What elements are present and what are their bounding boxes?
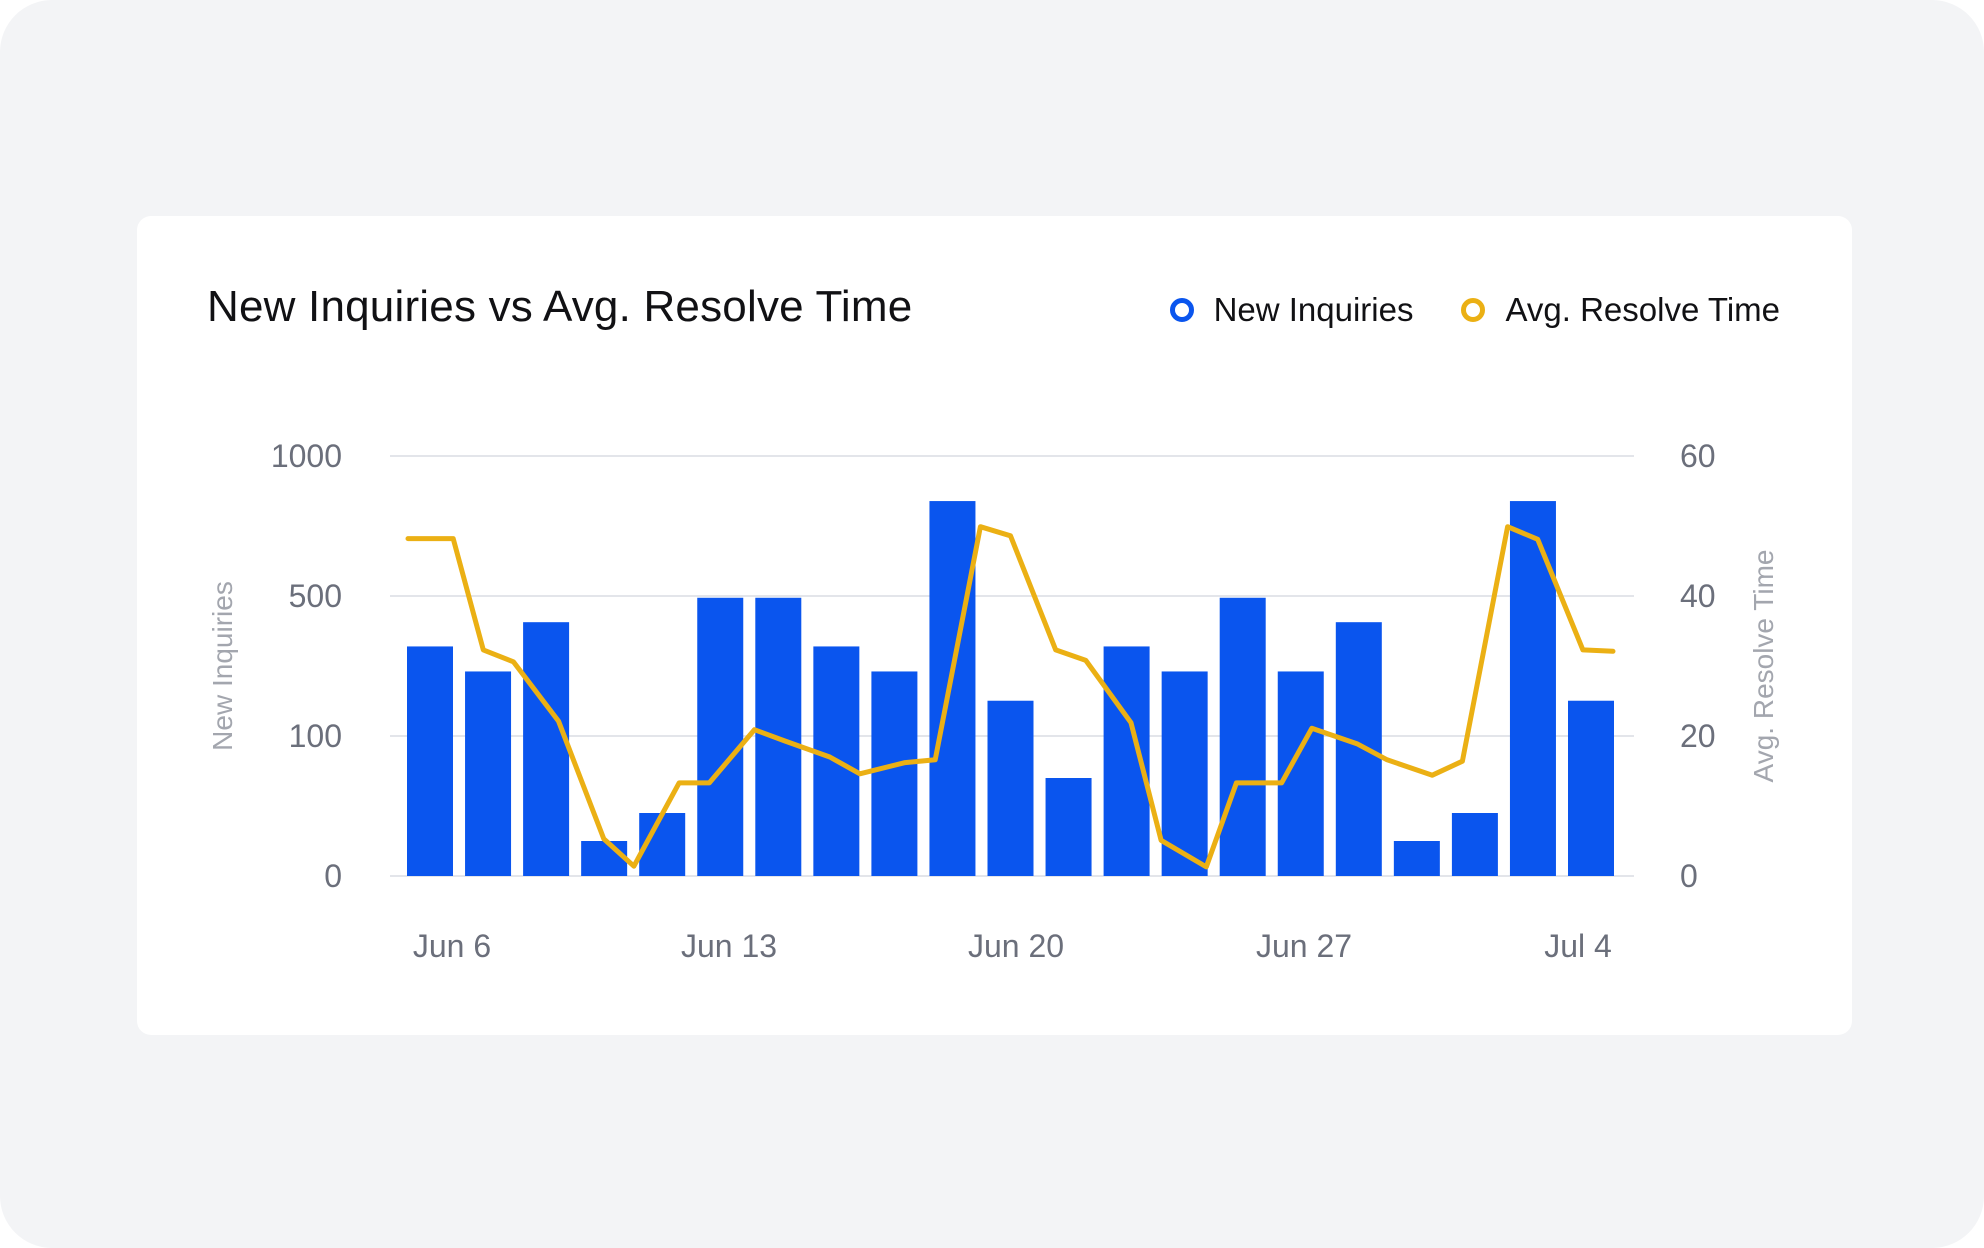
bar bbox=[929, 501, 976, 876]
bar bbox=[1219, 597, 1266, 876]
y-axis-right-ticks: 0 20 40 60 bbox=[1680, 438, 1716, 894]
x-tick-label: Jun 20 bbox=[968, 928, 1064, 964]
y-left-tick-label: 0 bbox=[324, 858, 342, 894]
y-axis-left-title: New Inquiries bbox=[207, 581, 238, 751]
legend-marker-avg-resolve-time-icon bbox=[1461, 298, 1486, 322]
bar bbox=[465, 671, 512, 876]
bar bbox=[697, 597, 744, 876]
x-tick-label: Jun 27 bbox=[1256, 928, 1352, 964]
bar bbox=[523, 622, 570, 876]
legend-marker-new-inquiries-icon bbox=[1169, 298, 1194, 322]
line-series-avg-resolve-time bbox=[405, 524, 1616, 870]
bar bbox=[1335, 622, 1382, 876]
legend-label-new-inquiries: New Inquiries bbox=[1213, 291, 1414, 328]
chart-card: New Inquiries vs Avg. Resolve Time New I… bbox=[137, 216, 1852, 1035]
bar bbox=[1451, 813, 1498, 876]
chart-title: New Inquiries vs Avg. Resolve Time bbox=[207, 282, 913, 331]
bar-series-new-inquiries bbox=[407, 501, 1614, 876]
bar bbox=[871, 671, 918, 876]
y-right-tick-label: 60 bbox=[1680, 438, 1716, 474]
bar bbox=[1393, 841, 1440, 876]
y-right-tick-label: 0 bbox=[1680, 858, 1698, 894]
y-left-tick-label: 100 bbox=[289, 718, 342, 754]
bar bbox=[1161, 671, 1208, 876]
y-right-tick-label: 20 bbox=[1680, 718, 1716, 754]
resolve-time-line bbox=[405, 524, 1616, 870]
y-left-tick-label: 1000 bbox=[271, 438, 342, 474]
x-tick-label: Jul 4 bbox=[1544, 928, 1612, 964]
x-axis-ticks: Jun 6 Jun 13 Jun 20 Jun 27 Jul 4 bbox=[413, 928, 1612, 964]
bar bbox=[1045, 778, 1092, 876]
y-axis-right-title: Avg. Resolve Time bbox=[1748, 550, 1779, 783]
bar bbox=[987, 700, 1034, 876]
x-tick-label: Jun 13 bbox=[681, 928, 777, 964]
legend-item-new-inquiries[interactable]: New Inquiries bbox=[1169, 291, 1414, 329]
bar bbox=[581, 841, 628, 876]
y-right-tick-label: 40 bbox=[1680, 578, 1716, 614]
y-axis-left-ticks: 0 100 500 1000 bbox=[271, 438, 342, 894]
bar bbox=[407, 646, 453, 876]
legend-item-avg-resolve-time[interactable]: Avg. Resolve Time bbox=[1461, 291, 1780, 329]
x-tick-label: Jun 6 bbox=[413, 928, 491, 964]
chart-legend: New Inquiries Avg. Resolve Time bbox=[1122, 291, 1780, 329]
bar bbox=[1509, 501, 1556, 876]
bar bbox=[1568, 700, 1614, 876]
legend-label-avg-resolve-time: Avg. Resolve Time bbox=[1505, 291, 1780, 328]
y-left-tick-label: 500 bbox=[289, 578, 342, 614]
